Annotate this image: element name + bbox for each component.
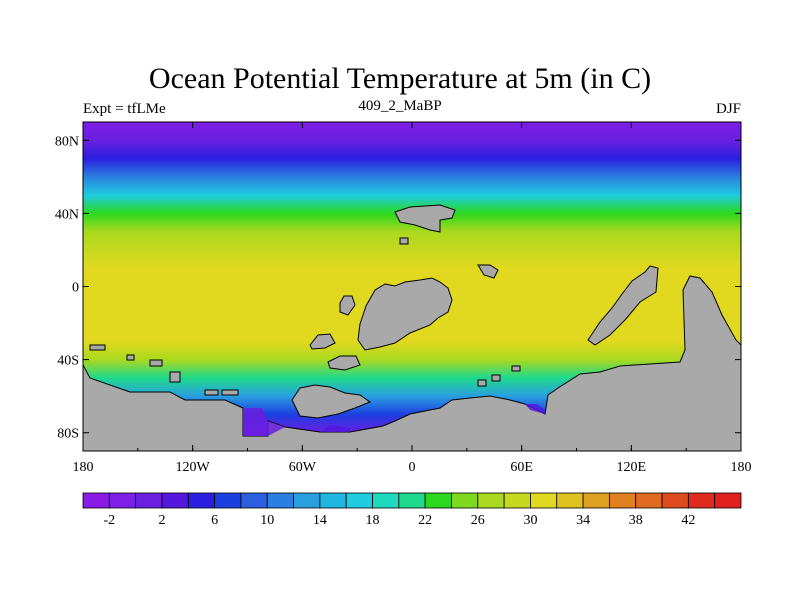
colorbar-swatch xyxy=(424,492,452,509)
land-south-america xyxy=(339,295,356,316)
colorbar-label: 14 xyxy=(313,513,327,528)
age-label: 409_2_MaBP xyxy=(358,98,442,114)
land-small-rect-6 xyxy=(511,365,521,372)
page-title: Ocean Potential Temperature at 5m (in C) xyxy=(148,62,652,95)
cold-water-patch xyxy=(243,408,285,436)
colorbar-swatch xyxy=(319,492,347,509)
colorbar-swatch xyxy=(661,492,689,509)
land-west-island xyxy=(89,344,106,351)
season-label: DJF xyxy=(715,101,741,117)
colorbar-label: 26 xyxy=(471,513,485,528)
colorbar-swatch xyxy=(687,492,716,509)
colorbar-swatch xyxy=(240,492,268,509)
y-tick-label: 80N xyxy=(55,134,79,149)
y-tick-label: 40N xyxy=(55,207,79,222)
deep-cold-patch xyxy=(243,404,545,436)
land-small-rect-4 xyxy=(477,379,487,387)
land-europe-asia xyxy=(394,204,456,233)
colorbar-swatch xyxy=(372,492,400,509)
colorbar-swatch xyxy=(477,492,505,509)
colorbar-label: 10 xyxy=(260,513,274,528)
x-tick-label: 180 xyxy=(731,460,752,475)
x-tick-label: 0 xyxy=(409,460,416,475)
colorbar-label: 2 xyxy=(158,513,165,528)
x-tick-label: 120W xyxy=(176,460,211,475)
colorbar-label: -2 xyxy=(103,513,115,528)
x-tick-label: 60E xyxy=(510,460,533,475)
cold-water-patch-3 xyxy=(525,404,545,414)
y-axis: 80N 40N 0 40S 80S xyxy=(55,134,741,442)
land-north-america-small xyxy=(327,355,361,371)
land-small-rect-1 xyxy=(204,389,219,396)
land-africa xyxy=(357,277,453,351)
cold-water-patch-2 xyxy=(320,425,350,432)
colorbar-label: 6 xyxy=(211,513,218,528)
colorbar-swatch xyxy=(187,492,215,509)
land-india xyxy=(477,264,499,279)
x-tick-label: 60W xyxy=(289,460,317,475)
colorbar-swatch xyxy=(161,492,189,509)
y-tick-label: 80S xyxy=(57,427,79,442)
land-west-island-3 xyxy=(149,359,163,367)
x-tick-label: 180 xyxy=(73,460,94,475)
land-west-island-2 xyxy=(126,354,135,361)
y-tick-label: 0 xyxy=(72,281,79,296)
land-australia xyxy=(587,265,659,346)
colorbar: -2 2 6 10 14 18 22 26 30 34 38 42 xyxy=(82,492,742,528)
colorbar-swatch xyxy=(556,492,584,509)
colorbar-swatch xyxy=(503,492,531,509)
colorbar-label: 38 xyxy=(629,513,643,528)
colorbar-swatch xyxy=(609,492,637,509)
colorbar-label: 22 xyxy=(418,513,432,528)
x-tick-label: 120E xyxy=(617,460,647,475)
land-small-rect-3 xyxy=(169,371,181,383)
colorbar-swatch xyxy=(635,492,663,509)
land-antarctic-peninsula xyxy=(291,384,372,419)
colorbar-swatch xyxy=(266,492,294,509)
colorbar-swatch xyxy=(108,492,137,509)
land-small-rect-2 xyxy=(221,389,239,396)
colorbar-label: 18 xyxy=(366,513,380,528)
colorbar-swatch xyxy=(345,492,373,509)
colorbar-swatch xyxy=(135,492,163,509)
land-south-america-lower xyxy=(309,333,336,350)
y-tick-label: 40S xyxy=(57,354,79,369)
colorbar-swatch xyxy=(398,492,426,509)
x-axis: 180 120W 60W 0 60E 120E 180 xyxy=(73,122,752,475)
experiment-label: Expt = tfLMe xyxy=(83,101,166,117)
land-masses xyxy=(83,204,741,451)
land-small-island xyxy=(399,237,409,245)
colorbar-swatch xyxy=(714,492,742,509)
colorbar-swatch xyxy=(214,492,242,509)
colorbar-swatch xyxy=(451,492,479,509)
colorbar-label: 34 xyxy=(576,513,590,528)
colorbar-swatch xyxy=(530,492,558,509)
colorbar-swatch xyxy=(293,492,321,509)
colorbar-label: 30 xyxy=(523,513,537,528)
colorbar-swatch xyxy=(582,492,610,509)
land-small-rect-5 xyxy=(491,374,501,382)
colorbar-label: 42 xyxy=(681,513,695,528)
colorbar-swatch xyxy=(82,492,110,509)
